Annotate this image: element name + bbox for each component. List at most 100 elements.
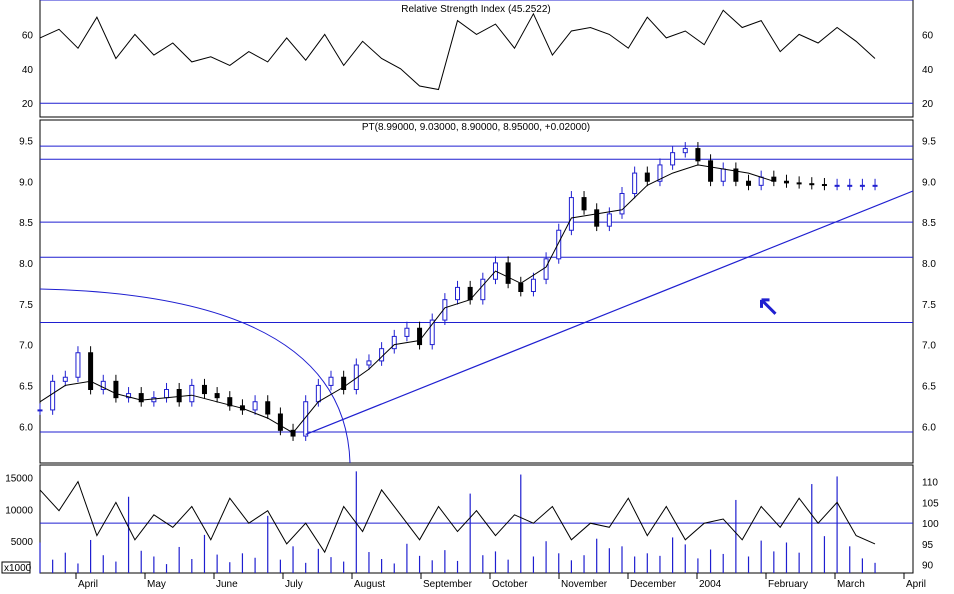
- price-candle-body: [657, 164, 663, 182]
- price-candle-body: [214, 393, 220, 399]
- price-candle-body: [88, 352, 94, 390]
- volume-tick-label: 15000: [5, 474, 33, 485]
- price-candle-body: [606, 213, 612, 227]
- price-candle-body: [126, 393, 132, 399]
- arc-drawing: [39, 288, 351, 464]
- price-candle-body: [581, 197, 587, 211]
- price-candle-body: [404, 327, 410, 337]
- oscillator-tick-label: 110: [922, 478, 938, 489]
- oscillator-tick-label: 105: [922, 498, 939, 509]
- x-tick-label: April: [906, 579, 926, 589]
- price-candle-body: [859, 184, 865, 187]
- price-candle-body: [379, 348, 385, 362]
- price-candle-body: [834, 184, 840, 187]
- price-tick-label-left: 9.5: [19, 136, 33, 147]
- price-candle-body: [695, 148, 701, 162]
- price-candle-body: [138, 393, 144, 403]
- price-candle-body: [556, 229, 562, 260]
- price-candle-body: [872, 184, 878, 187]
- price-candle-body: [75, 352, 81, 378]
- price-candle-body: [480, 278, 486, 301]
- price-candle-body: [821, 184, 827, 187]
- price-candle-body: [227, 397, 233, 407]
- price-candle-body: [796, 182, 802, 185]
- price-candle-body: [164, 389, 170, 399]
- x-tick-label: May: [147, 579, 166, 589]
- rsi-line: [39, 9, 876, 91]
- moving-average-line: [39, 164, 774, 434]
- oscillator-tick-label: 95: [922, 540, 934, 551]
- price-panel: 9.5 9.5 9.0 9.0 8.5 8.5 8.0 8.0 7.5 7.5 7.0 7.0 6.5 6…: [19, 119, 936, 464]
- price-tick-label-left: 6.5: [19, 381, 33, 392]
- price-candle-body: [341, 376, 347, 390]
- price-candle-body: [708, 160, 714, 182]
- price-candle-body: [151, 397, 157, 403]
- price-candle-body: [644, 172, 650, 182]
- price-title: PT(8.99000, 9.03000, 8.90000, 8.95000, +…: [362, 122, 590, 133]
- price-candle-body: [366, 360, 372, 366]
- price-candle-body: [568, 197, 574, 231]
- price-candle-body: [682, 148, 688, 154]
- price-candle-body: [50, 380, 56, 411]
- price-tick-label-right: 8.5: [922, 218, 936, 229]
- volume-tick-label: 10000: [5, 505, 33, 516]
- price-tick-label-right: 7.5: [922, 300, 936, 311]
- price-candle-body: [417, 327, 423, 346]
- price-candle-body: [277, 413, 283, 431]
- rsi-tick-label-left: 20: [22, 99, 34, 110]
- price-tick-label-right: 9.0: [922, 177, 936, 188]
- price-candle-body: [391, 335, 397, 350]
- volume-tick-label: 5000: [11, 537, 34, 548]
- price-candle-body: [530, 278, 536, 292]
- price-candle-body: [720, 168, 726, 182]
- oscillator-tick-label: 90: [922, 561, 934, 572]
- x-tick-label: December: [630, 579, 677, 589]
- price-candle-body: [303, 401, 309, 437]
- time-axis: April May June July August September October No…: [75, 573, 926, 590]
- x-tick-label: March: [837, 579, 865, 589]
- price-candle-body: [771, 176, 777, 182]
- price-candle-body: [847, 184, 853, 187]
- price-candle-body: [328, 376, 334, 386]
- price-candle-body: [670, 152, 676, 166]
- rsi-frame: [39, 0, 914, 118]
- x-tick-label: 2004: [699, 579, 722, 589]
- price-tick-label-left: 8.5: [19, 218, 33, 229]
- price-candle-body: [746, 180, 752, 186]
- volume-panel: 15000 10000 5000 110 105 100 95 90 x1000: [1, 464, 939, 574]
- x-tick-label: August: [354, 579, 385, 589]
- price-candle-body: [315, 384, 321, 403]
- price-candle-body: [455, 286, 461, 301]
- price-candle-body: [201, 384, 207, 395]
- price-tick-label-left: 7.0: [19, 341, 33, 352]
- x-tick-label: November: [561, 579, 608, 589]
- price-candle-body: [100, 380, 106, 391]
- price-tick-label-right: 7.0: [922, 341, 936, 352]
- price-candle-body: [176, 389, 182, 403]
- price-candle-body: [619, 193, 625, 215]
- rsi-tick-label-right: 20: [922, 99, 934, 110]
- price-candle-body: [632, 172, 638, 194]
- price-tick-label-left: 6.0: [19, 422, 33, 433]
- price-candle-body: [113, 380, 119, 399]
- price-tick-label-right: 6.5: [922, 381, 936, 392]
- price-candle-body: [543, 258, 549, 280]
- price-candle-body: [783, 180, 789, 184]
- price-candle-body: [518, 282, 524, 293]
- volume-frame: [39, 464, 914, 574]
- price-tick-label-left: 7.5: [19, 300, 33, 311]
- price-candle-body: [62, 376, 68, 382]
- price-tick-label-left: 8.0: [19, 259, 33, 270]
- x-tick-label: February: [768, 579, 808, 589]
- trendline: [305, 190, 914, 435]
- price-candle-body: [809, 183, 815, 186]
- rsi-tick-label-left: 60: [22, 30, 34, 41]
- price-tick-label-right: 9.5: [922, 136, 936, 147]
- price-candle-body: [733, 168, 739, 182]
- oscillator-line: [39, 480, 876, 554]
- rsi-panel: 20 20 40 40 60 60: [22, 0, 934, 118]
- price-candle-body: [429, 319, 435, 346]
- price-tick-label-right: 6.0: [922, 422, 936, 433]
